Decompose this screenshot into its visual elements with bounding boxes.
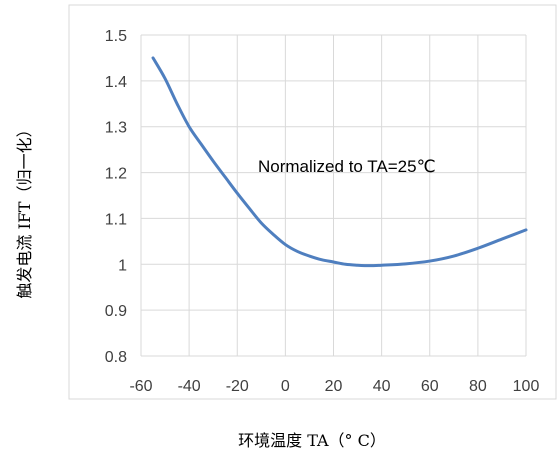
gridlines bbox=[140, 34, 527, 357]
x-tick-label: -40 bbox=[178, 378, 201, 395]
x-tick-label: -20 bbox=[226, 378, 249, 395]
y-tick-label: 1.3 bbox=[105, 120, 127, 137]
y-tick-label: 0.8 bbox=[105, 349, 127, 366]
y-tick-label: 1.5 bbox=[105, 28, 127, 45]
annotation: Normalized to TA=25℃ bbox=[258, 157, 436, 176]
x-axis-title: 环境温度 TA（° C） bbox=[238, 431, 386, 450]
y-tick-label: 1.4 bbox=[105, 74, 127, 91]
x-tick-labels: -60 -40 -20 0 20 40 60 80 100 bbox=[129, 378, 539, 395]
series-line bbox=[151, 56, 528, 268]
y-axis-title: 触发电流 IFT（归一化） bbox=[15, 121, 34, 298]
y-tick-label: 0.9 bbox=[105, 303, 127, 320]
y-tick-label: 1 bbox=[118, 257, 127, 274]
x-tick-label: 20 bbox=[325, 378, 343, 395]
y-tick-labels: 0.8 0.9 1 1.1 1.2 1.3 1.4 1.5 bbox=[105, 28, 127, 366]
series-layer bbox=[151, 56, 528, 268]
x-tick-label: 80 bbox=[469, 378, 487, 395]
x-tick-label: 60 bbox=[421, 378, 439, 395]
x-tick-label: 100 bbox=[513, 378, 540, 395]
y-tick-label: 1.2 bbox=[105, 166, 127, 183]
x-tick-label: 40 bbox=[373, 378, 391, 395]
x-tick-label: 0 bbox=[281, 378, 290, 395]
x-tick-label: -60 bbox=[129, 378, 152, 395]
y-tick-label: 1.1 bbox=[105, 211, 127, 228]
chart-border bbox=[68, 4, 557, 400]
